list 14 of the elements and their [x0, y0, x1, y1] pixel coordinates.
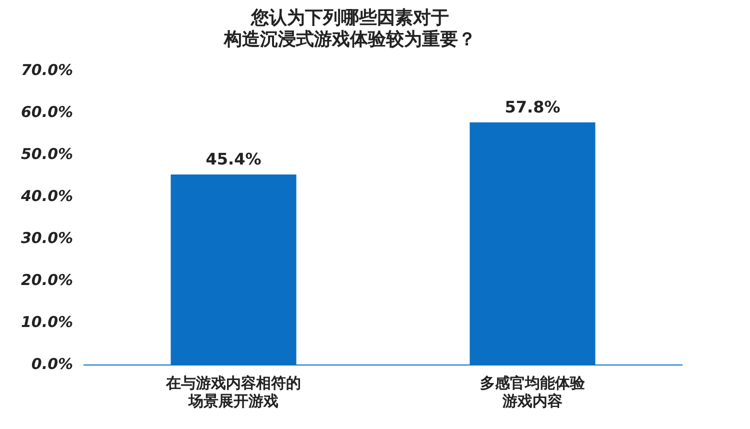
- y-tick-label: 0.0%: [31, 354, 74, 373]
- data-label: 45.4%: [206, 150, 262, 169]
- y-tick-label: 20.0%: [20, 270, 74, 289]
- x-tick-label: 在与游戏内容相符的场景展开游戏: [165, 374, 302, 410]
- y-tick-label: 40.0%: [20, 187, 74, 206]
- y-tick-label: 10.0%: [20, 312, 74, 331]
- text: 构造沉浸式游戏体验较为重要？: [224, 29, 476, 50]
- y-tick-label: 30.0%: [20, 228, 74, 247]
- x-tick-label: 多感官均能体验游戏内容: [480, 374, 586, 410]
- y-tick-label: 60.0%: [20, 103, 74, 122]
- y-tick-label: 50.0%: [20, 145, 74, 164]
- text: 您认为下列哪些因素对于: [251, 7, 449, 28]
- y-tick-label: 70.0%: [20, 61, 74, 80]
- data-label: 57.8%: [504, 98, 560, 117]
